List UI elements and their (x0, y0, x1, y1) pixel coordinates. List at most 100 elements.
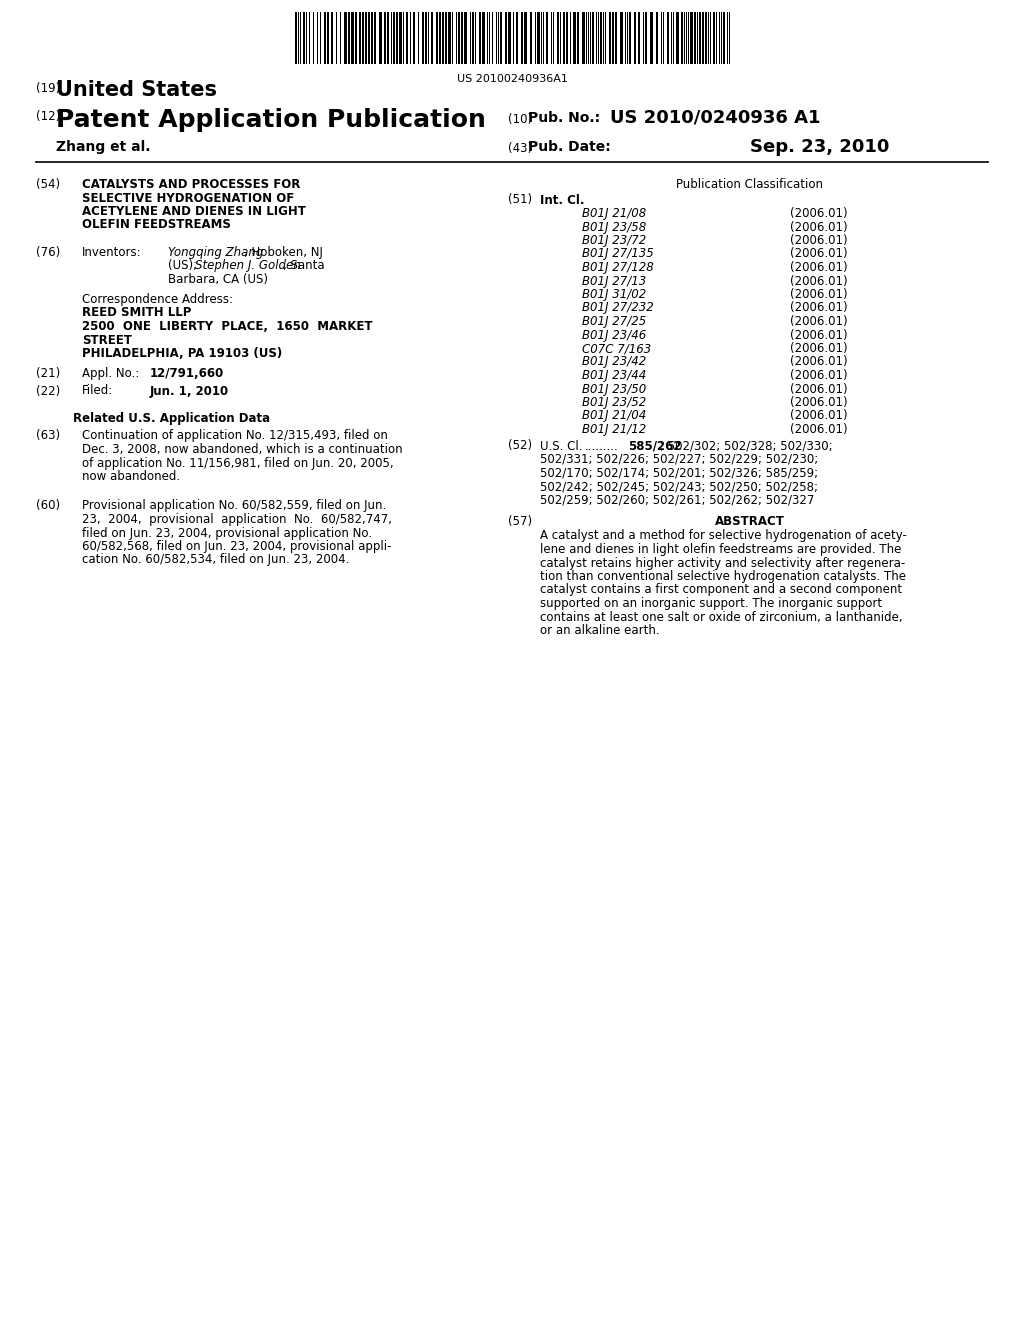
Bar (667, 12, 669, 63)
Bar (500, 12, 502, 63)
Text: (21): (21) (36, 367, 60, 380)
Text: Publication Classification: Publication Classification (677, 178, 823, 191)
Bar (521, 12, 523, 63)
Text: Pub. Date:: Pub. Date: (528, 140, 610, 154)
Text: lene and dienes in light olefin feedstreams are provided. The: lene and dienes in light olefin feedstre… (540, 543, 901, 556)
Text: (76): (76) (36, 246, 60, 259)
Text: (19): (19) (36, 82, 60, 95)
Text: B01J 27/128: B01J 27/128 (582, 261, 653, 275)
Bar (359, 12, 361, 63)
Text: CATALYSTS AND PROCESSES FOR: CATALYSTS AND PROCESSES FOR (82, 178, 300, 191)
Text: , Hoboken, NJ: , Hoboken, NJ (244, 246, 323, 259)
Bar (615, 12, 617, 63)
Text: of application No. 11/156,981, filed on Jun. 20, 2005,: of application No. 11/156,981, filed on … (82, 457, 393, 470)
Text: , Santa: , Santa (283, 260, 325, 272)
Text: Jun. 1, 2010: Jun. 1, 2010 (150, 384, 229, 397)
Text: (2006.01): (2006.01) (790, 409, 848, 422)
Bar (600, 12, 602, 63)
Bar (445, 12, 447, 63)
Text: (2006.01): (2006.01) (790, 329, 848, 342)
Text: supported on an inorganic support. The inorganic support: supported on an inorganic support. The i… (540, 597, 882, 610)
Text: (12): (12) (36, 110, 60, 123)
Text: B01J 31/02: B01J 31/02 (582, 288, 646, 301)
Bar (645, 12, 647, 63)
Text: (2006.01): (2006.01) (790, 370, 848, 381)
Text: A catalyst and a method for selective hydrogenation of acety-: A catalyst and a method for selective hy… (540, 529, 907, 543)
Text: SELECTIVE HYDROGENATION OF: SELECTIVE HYDROGENATION OF (82, 191, 294, 205)
Text: ACETYLENE AND DIENES IN LIGHT: ACETYLENE AND DIENES IN LIGHT (82, 205, 306, 218)
Bar (351, 12, 354, 63)
Text: STREET: STREET (82, 334, 132, 346)
Bar (362, 12, 364, 63)
Text: 502/242; 502/245; 502/243; 502/250; 502/258;: 502/242; 502/245; 502/243; 502/250; 502/… (540, 480, 818, 492)
Text: 502/170; 502/174; 502/201; 502/326; 585/259;: 502/170; 502/174; 502/201; 502/326; 585/… (540, 466, 818, 479)
Text: 23,  2004,  provisional  application  No.  60/582,747,: 23, 2004, provisional application No. 60… (82, 513, 392, 525)
Text: 502/259; 502/260; 502/261; 502/262; 502/327: 502/259; 502/260; 502/261; 502/262; 502/… (540, 494, 814, 507)
Text: PHILADELPHIA, PA 19103 (US): PHILADELPHIA, PA 19103 (US) (82, 347, 283, 360)
Text: 60/582,568, filed on Jun. 23, 2004, provisional appli-: 60/582,568, filed on Jun. 23, 2004, prov… (82, 540, 391, 553)
Text: Patent Application Publication: Patent Application Publication (56, 108, 485, 132)
Bar (374, 12, 376, 63)
Bar (458, 12, 460, 63)
Text: catalyst contains a first component and a second component: catalyst contains a first component and … (540, 583, 902, 597)
Text: (2006.01): (2006.01) (790, 422, 848, 436)
Text: filed on Jun. 23, 2004, provisional application No.: filed on Jun. 23, 2004, provisional appl… (82, 527, 372, 540)
Text: B01J 27/232: B01J 27/232 (582, 301, 653, 314)
Text: 2500  ONE  LIBERTY  PLACE,  1650  MARKET: 2500 ONE LIBERTY PLACE, 1650 MARKET (82, 319, 373, 333)
Text: 12/791,660: 12/791,660 (150, 367, 224, 380)
Bar (348, 12, 350, 63)
Bar (396, 12, 398, 63)
Bar (379, 12, 382, 63)
Text: (22): (22) (36, 384, 60, 397)
Bar (629, 12, 631, 63)
Text: tion than conventional selective hydrogenation catalysts. The: tion than conventional selective hydroge… (540, 570, 906, 583)
Text: (52): (52) (508, 440, 532, 453)
Bar (612, 12, 614, 63)
Bar (702, 12, 705, 63)
Bar (508, 12, 511, 63)
Bar (413, 12, 415, 63)
Bar (436, 12, 438, 63)
Bar (557, 12, 559, 63)
Text: (2006.01): (2006.01) (790, 248, 848, 260)
Bar (516, 12, 518, 63)
Bar (464, 12, 467, 63)
Text: (2006.01): (2006.01) (790, 315, 848, 327)
Text: ; 502/302; 502/328; 502/330;: ; 502/302; 502/328; 502/330; (660, 440, 833, 453)
Bar (393, 12, 395, 63)
Bar (537, 12, 540, 63)
Bar (566, 12, 568, 63)
Bar (295, 12, 297, 63)
Text: (10): (10) (508, 114, 532, 125)
Bar (461, 12, 463, 63)
Text: B01J 23/72: B01J 23/72 (582, 234, 646, 247)
Bar (406, 12, 408, 63)
Text: Inventors:: Inventors: (82, 246, 141, 259)
Text: Provisional application No. 60/582,559, filed on Jun.: Provisional application No. 60/582,559, … (82, 499, 386, 512)
Bar (592, 12, 594, 63)
Bar (449, 12, 451, 63)
Text: ABSTRACT: ABSTRACT (715, 515, 785, 528)
Text: B01J 23/58: B01J 23/58 (582, 220, 646, 234)
Text: B01J 27/13: B01J 27/13 (582, 275, 646, 288)
Bar (344, 12, 347, 63)
Text: (54): (54) (36, 178, 60, 191)
Bar (479, 12, 481, 63)
Text: B01J 23/42: B01J 23/42 (582, 355, 646, 368)
Text: Pub. No.:: Pub. No.: (528, 111, 600, 125)
Text: Filed:: Filed: (82, 384, 114, 397)
Bar (676, 12, 679, 63)
Text: U.S. Cl.: U.S. Cl. (540, 440, 583, 453)
Text: OLEFIN FEEDSTREAMS: OLEFIN FEEDSTREAMS (82, 219, 230, 231)
Bar (324, 12, 326, 63)
Bar (355, 12, 357, 63)
Text: C07C 7/163: C07C 7/163 (582, 342, 651, 355)
Bar (442, 12, 444, 63)
Bar (563, 12, 565, 63)
Bar (577, 12, 579, 63)
Text: Continuation of application No. 12/315,493, filed on: Continuation of application No. 12/315,4… (82, 429, 388, 442)
Text: (63): (63) (36, 429, 60, 442)
Text: Correspondence Address:: Correspondence Address: (82, 293, 233, 306)
Bar (573, 12, 575, 63)
Bar (387, 12, 389, 63)
